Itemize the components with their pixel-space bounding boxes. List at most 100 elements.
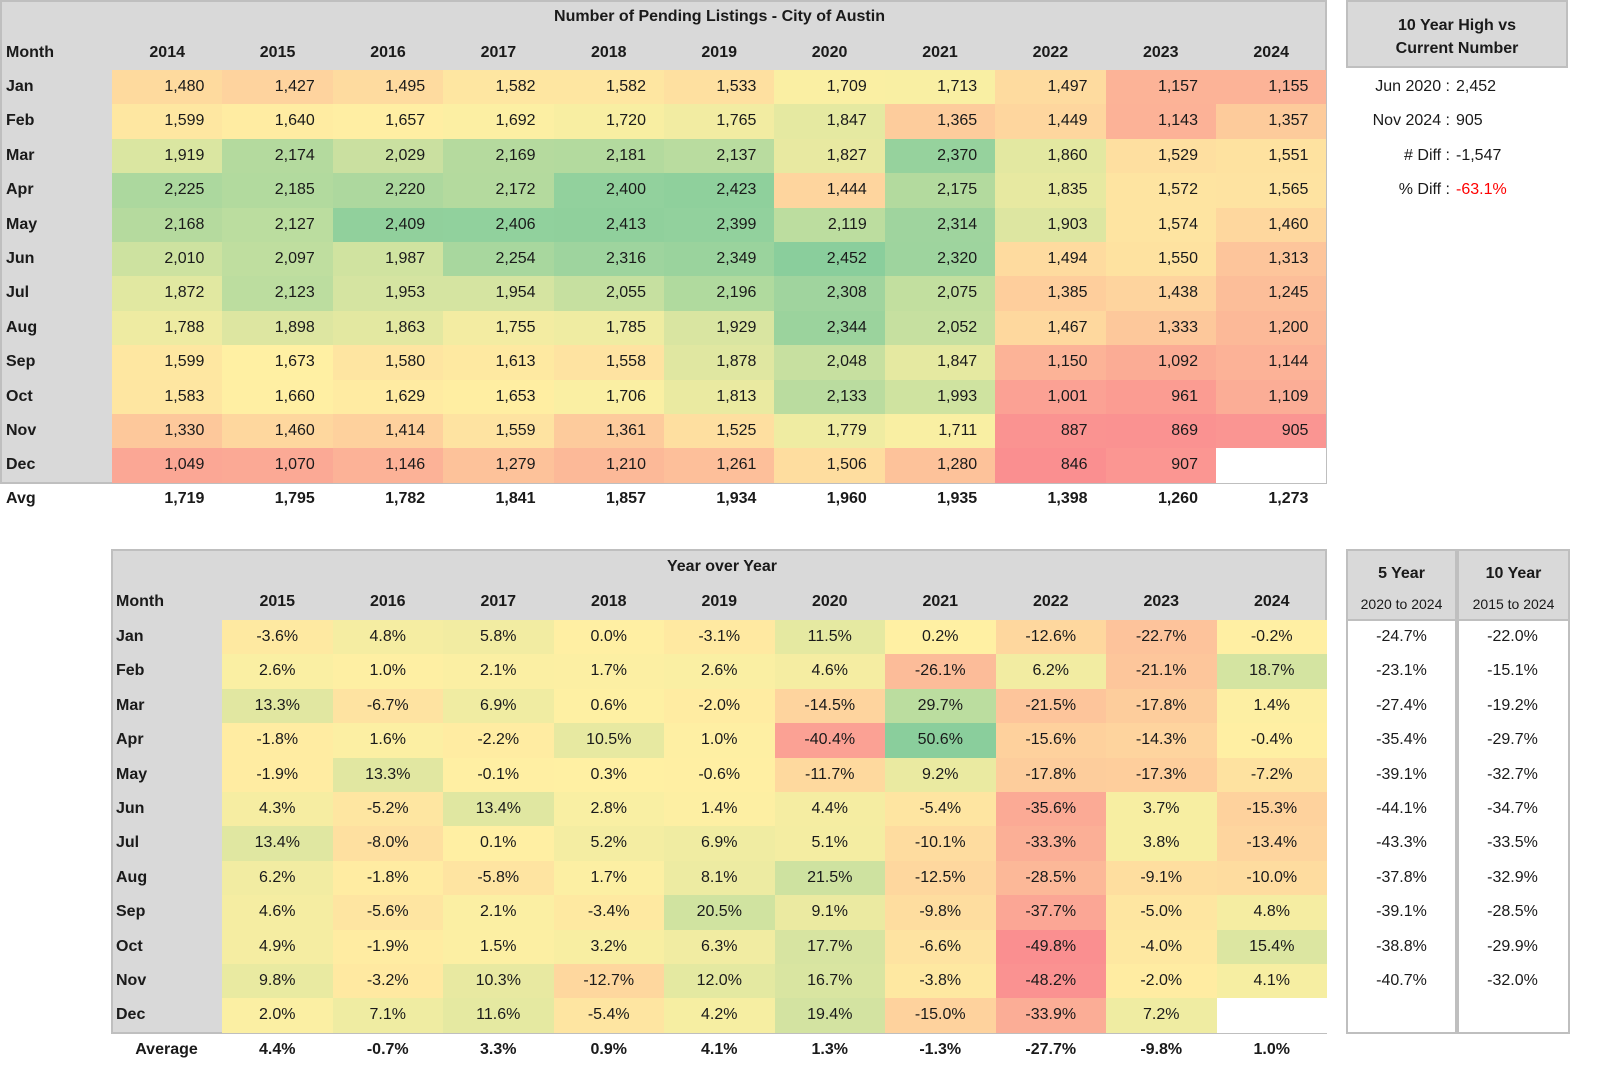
yoy-heatmap-cell: 6.2%: [995, 654, 1106, 689]
heatmap-cell: 2,314: [884, 207, 996, 242]
pending-listings-title: Number of Pending Listings - City of Aus…: [554, 8, 885, 25]
yoy-heatmap-cell: 1.6%: [332, 723, 443, 758]
avg-value: 1,935: [937, 490, 978, 507]
period-change-value: -28.5%: [1487, 903, 1538, 921]
month-label: Feb: [6, 112, 35, 130]
heatmap-cell: 1,860: [995, 138, 1106, 174]
heatmap-cell: 905: [1216, 414, 1327, 449]
year-header: 2017: [480, 44, 517, 61]
yoy-month-label: Dec: [116, 1006, 146, 1024]
high-vs-current-label: Nov 2024 :: [1372, 112, 1450, 130]
yoy-avg-value: -27.7%: [1025, 1041, 1077, 1058]
yoy-year-header: 2017: [480, 593, 517, 610]
heatmap-cell: 2,185: [222, 173, 333, 208]
yoy-heatmap-cell: -3.4%: [553, 895, 664, 930]
heatmap-cell: 1,361: [553, 414, 664, 449]
high-vs-current-value: -63.1%: [1456, 181, 1507, 199]
heatmap-cell: 1,692: [443, 104, 554, 139]
heatmap-cell: 961: [1105, 379, 1216, 414]
heatmap-cell: 1,574: [1105, 207, 1216, 242]
top-month-header: Month: [6, 44, 54, 61]
heatmap-cell: 2,423: [664, 173, 775, 208]
yoy-heatmap-cell: 50.6%: [885, 723, 996, 758]
yoy-heatmap-cell: 1.0%: [664, 723, 775, 758]
yoy-heatmap-cell: 1.7%: [553, 860, 664, 896]
yoy-heatmap-cell: 2.1%: [443, 895, 554, 930]
yoy-heatmap-cell: -5.2%: [332, 792, 443, 827]
yoy-heatmap-cell: -3.1%: [664, 620, 775, 655]
heatmap-cell: 2,316: [553, 242, 664, 277]
year-header: 2023: [1142, 44, 1179, 61]
heatmap-cell: 1,449: [995, 104, 1106, 139]
heatmap-cell: 2,169: [443, 138, 554, 174]
heatmap-cell: 1,993: [884, 379, 996, 414]
yoy-heatmap-cell: 1.0%: [332, 654, 443, 689]
heatmap-cell: 2,123: [222, 276, 333, 311]
yoy-year-header: 2024: [1253, 593, 1290, 610]
yoy-month-label: Apr: [116, 731, 144, 749]
heatmap-cell: 1,200: [1216, 310, 1327, 346]
heatmap-cell: 2,172: [443, 173, 554, 208]
yoy-heatmap-cell: 8.1%: [664, 860, 775, 896]
heatmap-cell: 2,133: [774, 379, 885, 414]
heatmap-cell: 1,092: [1105, 345, 1216, 380]
year-header: 2024: [1253, 44, 1289, 61]
yoy-heatmap-cell: 2.6%: [664, 654, 775, 689]
heatmap-cell: 1,146: [332, 448, 444, 483]
heatmap-cell: 2,308: [774, 276, 885, 311]
month-label: Aug: [6, 318, 38, 336]
yoy-heatmap-cell: 12.0%: [664, 964, 775, 999]
heatmap-cell: 1,414: [332, 414, 444, 449]
avg-value: 1,719: [164, 490, 205, 507]
month-label: Dec: [6, 456, 36, 474]
heatmap-cell: 2,320: [884, 242, 996, 277]
yoy-month-label: Sep: [116, 903, 146, 921]
heatmap-cell: 1,070: [222, 448, 333, 483]
yoy-heatmap-cell: -0.2%: [1216, 620, 1327, 655]
avg-value: 1,841: [495, 490, 536, 507]
heatmap-cell: 1,333: [1105, 310, 1216, 346]
yoy-heatmap-cell: -13.4%: [1216, 826, 1327, 861]
yoy-heatmap-cell: 15.4%: [1216, 929, 1327, 964]
yoy-heatmap-cell: 9.2%: [885, 757, 996, 792]
year-header: 2016: [370, 44, 406, 61]
yoy-heatmap-cell: 10.5%: [553, 723, 664, 758]
heatmap-cell: 1,550: [1105, 242, 1216, 277]
yoy-heatmap-cell: -17.8%: [1106, 688, 1217, 724]
month-label: Nov: [6, 422, 37, 439]
heatmap-cell: 1,460: [222, 414, 333, 449]
yoy-month-label: Nov: [116, 972, 147, 989]
period-title: 5 Year: [1378, 565, 1425, 582]
yoy-heatmap-cell: 4.9%: [222, 929, 333, 964]
heatmap-cell: 1,580: [332, 345, 444, 380]
yoy-heatmap-cell: 4.8%: [332, 620, 443, 655]
yoy-heatmap-cell: 18.7%: [1216, 654, 1327, 689]
high-vs-current-label: # Diff :: [1404, 146, 1450, 164]
yoy-heatmap-cell: -17.3%: [1106, 757, 1217, 792]
month-label: Jan: [6, 78, 34, 95]
period-change-value: -32.0%: [1487, 972, 1538, 989]
yoy-heatmap-cell: -11.7%: [774, 757, 885, 792]
yoy-heatmap-cell: 3.2%: [553, 929, 664, 964]
yoy-heatmap-cell: -26.1%: [885, 654, 996, 689]
heatmap-cell: 1,713: [884, 70, 996, 105]
yoy-heatmap-cell: -15.0%: [885, 998, 996, 1033]
yoy-avg-value: 0.9%: [590, 1041, 627, 1058]
heatmap-cell: 2,220: [332, 173, 444, 208]
yoy-heatmap-cell: -40.4%: [774, 723, 885, 758]
yoy-heatmap-cell: -8.0%: [332, 826, 443, 861]
heatmap-cell: 1,640: [222, 104, 333, 139]
heatmap-cell: 1,779: [774, 414, 885, 449]
month-label: Oct: [6, 387, 33, 405]
year-header: 2021: [922, 44, 958, 61]
heatmap-cell: 1,954: [443, 276, 554, 311]
heatmap-cell: 1,582: [443, 70, 554, 105]
heatmap-cell: 1,001: [995, 379, 1106, 414]
yoy-heatmap-cell: -33.3%: [995, 826, 1106, 861]
yoy-heatmap-cell: -2.0%: [1106, 964, 1217, 999]
heatmap-cell: 1,155: [1216, 70, 1327, 105]
heatmap-cell: 1,583: [112, 379, 223, 414]
yoy-heatmap-cell: 13.4%: [443, 792, 554, 827]
yoy-year-header: 2022: [1032, 593, 1069, 610]
heatmap-cell: 2,168: [112, 207, 223, 242]
